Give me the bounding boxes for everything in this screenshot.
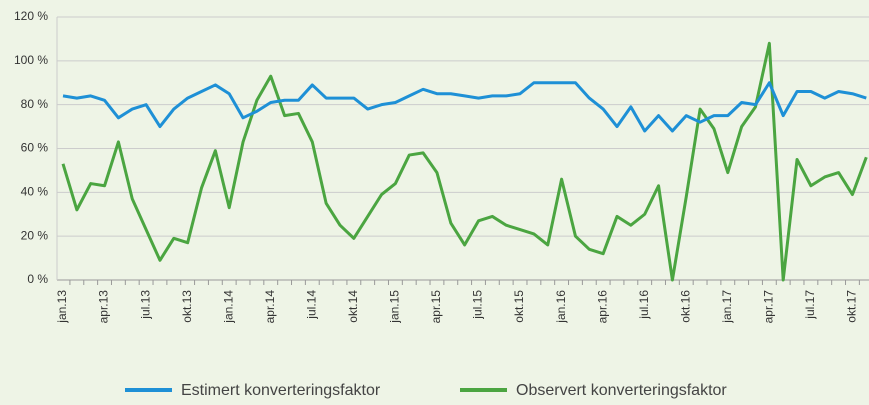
x-tick-label: apr.14 — [263, 290, 277, 324]
x-tick-label: jan.17 — [720, 290, 734, 324]
y-tick-label: 40 % — [21, 185, 49, 199]
x-tick-label: jul.13 — [138, 290, 152, 320]
x-tick-label: apr.15 — [429, 290, 443, 324]
x-tick-label: jul.15 — [471, 290, 485, 320]
y-tick-label: 60 % — [21, 141, 49, 155]
x-tick-label: okt.17 — [845, 290, 859, 323]
x-tick-label: jan.15 — [388, 290, 402, 324]
y-tick-label: 100 % — [14, 53, 48, 67]
x-tick-label: jan.14 — [221, 290, 235, 324]
x-tick-label: okt.16 — [678, 290, 692, 323]
y-tick-label: 120 % — [14, 9, 48, 23]
x-tick-label: okt.14 — [346, 290, 360, 323]
x-tick-label: jul.17 — [803, 290, 817, 320]
x-tick-label: apr.17 — [762, 290, 776, 324]
y-tick-label: 20 % — [21, 228, 49, 242]
y-tick-label: 0 % — [27, 272, 48, 286]
series-line — [62, 81, 867, 133]
x-tick-label: okt.15 — [512, 290, 526, 323]
x-tick-label: jul.16 — [637, 290, 651, 320]
legend-label: Observert konverteringsfaktor — [516, 382, 727, 399]
series-line — [61, 41, 868, 282]
x-tick-label: jan.16 — [554, 290, 568, 324]
x-tick-label: jan.13 — [55, 290, 69, 324]
x-tick-label: apr.13 — [97, 290, 111, 324]
x-tick-label: jul.14 — [304, 290, 318, 320]
x-tick-label: apr.16 — [595, 290, 609, 324]
y-tick-label: 80 % — [21, 97, 49, 111]
legend-label: Estimert konverteringsfaktor — [181, 382, 381, 399]
x-tick-label: okt.13 — [180, 290, 194, 323]
